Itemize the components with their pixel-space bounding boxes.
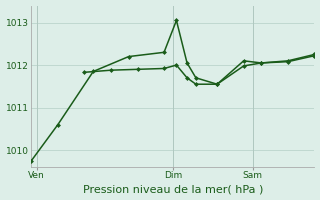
X-axis label: Pression niveau de la mer( hPa ): Pression niveau de la mer( hPa ) (83, 184, 263, 194)
